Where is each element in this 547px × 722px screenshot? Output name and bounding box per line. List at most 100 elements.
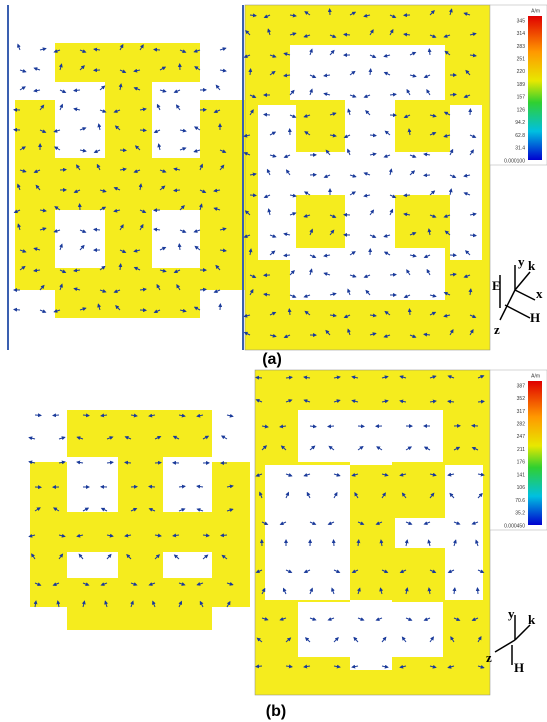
colorbar-tick: 352 [517, 396, 526, 402]
arrow [155, 130, 160, 132]
arrow [179, 486, 185, 487]
arrow [107, 554, 111, 559]
colorbar-a: A/m34531428325122018915712694.262.831.40… [490, 5, 547, 165]
arrow [125, 462, 131, 463]
arrow [203, 555, 208, 559]
arrow [102, 508, 107, 511]
arrow [256, 377, 262, 378]
arrow [80, 128, 86, 130]
arrow [18, 44, 20, 50]
arrow [74, 109, 80, 110]
arrow [450, 94, 456, 95]
figure: A/m34531428325122018915712694.262.831.40… [0, 0, 547, 722]
axis-label: k [528, 612, 536, 627]
arrow [40, 49, 46, 50]
arrow [227, 415, 233, 416]
arrow [100, 86, 105, 90]
colorbar-tick: 317 [517, 409, 526, 415]
axis-label: H [530, 310, 540, 325]
arrow [264, 114, 270, 115]
arrow [344, 34, 350, 35]
arrow [79, 554, 83, 559]
arrow [370, 69, 371, 75]
arrow [180, 230, 186, 232]
axis-label: H [514, 660, 524, 675]
arrow [284, 255, 290, 256]
arrow [54, 230, 60, 232]
arrow [154, 229, 160, 230]
arrow [54, 130, 60, 132]
colorbar-tick: 62.8 [515, 133, 525, 139]
axis-label: y [518, 254, 525, 269]
colorbar-tick: 0.000450 [504, 523, 525, 529]
arrow [157, 105, 160, 110]
arrow [159, 144, 160, 150]
colorbar-tick: 282 [517, 422, 526, 428]
arrow [77, 462, 83, 463]
arrow [99, 124, 100, 130]
arrow [195, 127, 200, 130]
arrow [100, 110, 106, 112]
panel-label: (a) [262, 351, 282, 368]
colorbar-tick: 247 [517, 434, 526, 440]
arrow [154, 49, 160, 50]
arrow [250, 69, 251, 75]
arrow [40, 310, 46, 312]
colorbar-unit: A/m [531, 373, 540, 379]
arrow [160, 247, 165, 250]
axis-label: k [528, 258, 536, 273]
axis-label: x [536, 286, 543, 301]
arrow [197, 486, 203, 487]
arrow [59, 437, 65, 439]
colorbar-tick: 189 [517, 82, 526, 88]
arrow [95, 150, 100, 152]
colorbar-tick: 126 [517, 107, 526, 113]
arrow [289, 309, 290, 315]
axis-label: y [508, 606, 515, 621]
arrow [80, 246, 84, 250]
colorbar-tick: 211 [517, 447, 525, 453]
colorbar-b: A/m38735231728224721117614110670.635.20.… [490, 370, 547, 530]
panel-label: (b) [266, 703, 286, 720]
arrow [404, 195, 410, 196]
colorbar-tick: 106 [517, 485, 526, 491]
colorbar-tick: 251 [517, 57, 526, 63]
arrow [194, 230, 200, 232]
arrow [390, 274, 396, 275]
arrow [197, 509, 203, 511]
arrow [370, 135, 376, 136]
colorbar-tick: 0.000100 [504, 158, 525, 164]
arrow [55, 147, 60, 150]
arrow [220, 48, 226, 50]
arrow [195, 246, 200, 250]
arrow [220, 70, 226, 71]
arrow [34, 68, 40, 70]
colorbar-tick: 345 [517, 18, 526, 24]
arrow [222, 436, 227, 439]
arrow [216, 85, 220, 90]
arrow [194, 150, 200, 152]
arrow [179, 244, 180, 250]
arrow [477, 588, 478, 594]
arrow [160, 90, 166, 92]
arrow [180, 148, 186, 150]
colorbar-tick: 141 [517, 472, 526, 478]
arrow [149, 486, 155, 487]
arrow [256, 666, 262, 667]
arrow [94, 229, 100, 230]
arrow [179, 509, 185, 511]
arrow [310, 426, 316, 427]
arrow [328, 426, 334, 427]
arrow [120, 264, 121, 270]
arrow [80, 150, 86, 151]
colorbar-tick: 70.6 [515, 498, 525, 504]
arrow [20, 70, 26, 72]
arrow [429, 49, 430, 55]
arrow [60, 105, 62, 110]
arrow [174, 90, 180, 92]
axis-label: z [494, 322, 500, 337]
arrow [29, 438, 35, 439]
colorbar-tick: 157 [517, 95, 526, 101]
colorbar-tick: 220 [517, 69, 526, 75]
arrow [107, 462, 113, 463]
